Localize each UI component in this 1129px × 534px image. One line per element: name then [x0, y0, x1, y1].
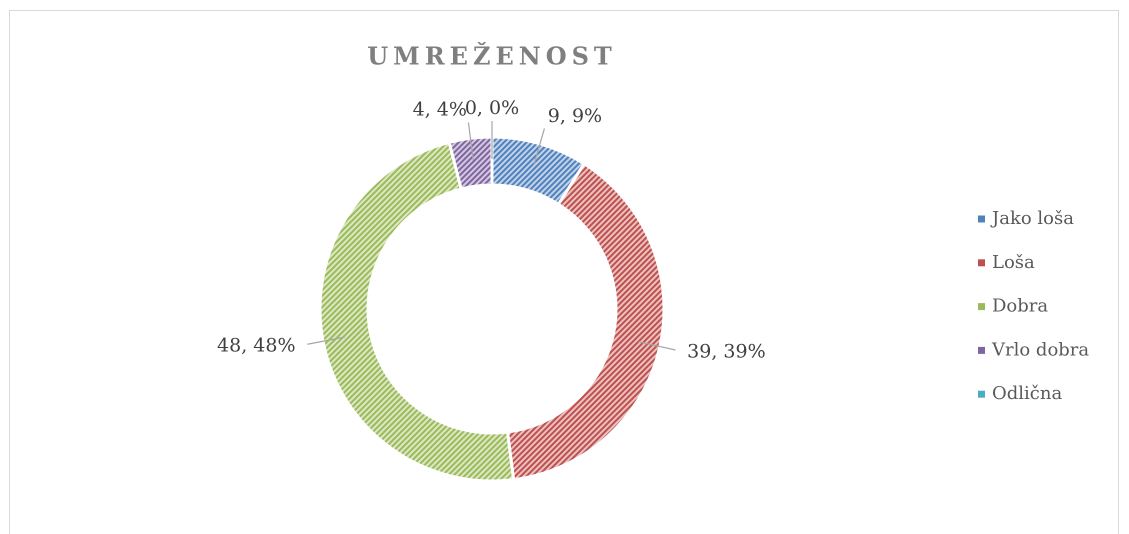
- data-label: 48, 48%: [217, 334, 296, 356]
- legend-swatch: [978, 303, 985, 311]
- legend-swatch: [978, 215, 985, 223]
- legend-swatch: [978, 346, 985, 354]
- legend-swatch: [978, 390, 985, 398]
- legend-label: Odlična: [992, 383, 1062, 404]
- legend-label: Loša: [992, 252, 1035, 273]
- data-label: 4, 4%: [413, 99, 467, 121]
- doughnut-segment: [318, 140, 516, 483]
- legend-label: Dobra: [992, 296, 1048, 317]
- legend-label: Jako loša: [990, 208, 1074, 229]
- data-label: 9, 9%: [548, 105, 602, 127]
- data-label: 0, 0%: [465, 97, 519, 119]
- leader-line: [467, 122, 474, 161]
- leader-line: [533, 128, 546, 166]
- doughnut-segment: [505, 161, 666, 482]
- leader-line: [307, 336, 345, 345]
- leader-line: [638, 341, 676, 351]
- legend-swatch: [978, 259, 985, 267]
- chart-title: UMREŽENOST: [367, 42, 617, 71]
- legend-label: Vrlo dobra: [991, 339, 1089, 360]
- data-label: 39, 39%: [687, 341, 766, 363]
